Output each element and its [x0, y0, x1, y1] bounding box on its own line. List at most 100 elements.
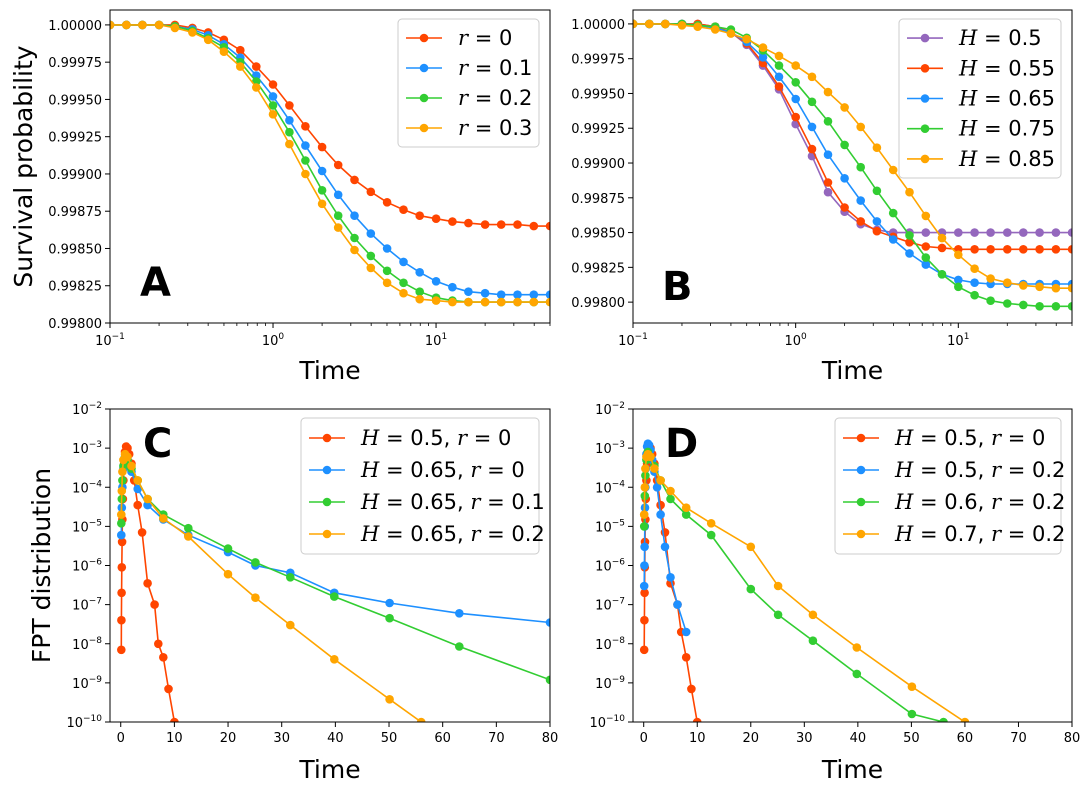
data-point: [480, 297, 490, 307]
data-point: [907, 682, 917, 691]
legend-marker: [856, 497, 866, 507]
y-tick-label: 0.99975: [571, 53, 625, 68]
data-point: [399, 205, 408, 214]
x-tick-label: 70: [488, 731, 505, 746]
data-point: [1019, 228, 1028, 237]
data-point: [856, 196, 865, 205]
legend-marker: [419, 123, 429, 133]
data-point: [921, 211, 931, 221]
y-tick-label: 1.00000: [571, 18, 625, 33]
y-tick-label: 10−5: [72, 518, 102, 535]
data-point: [333, 190, 343, 200]
data-point: [954, 282, 963, 292]
data-point: [639, 581, 649, 591]
y-tick-label: 10−10: [589, 714, 625, 731]
data-point: [117, 530, 126, 540]
y-axis-label: FPT distribution: [27, 468, 56, 663]
legend-label: H = 0.65, r = 0.1: [360, 490, 545, 514]
legend-frame: [397, 18, 540, 148]
legend-label: H = 0.65: [958, 87, 1055, 111]
x-tick-label: 10−1: [618, 332, 648, 349]
panel-letter: A: [140, 260, 171, 306]
data-point: [448, 282, 457, 292]
data-point: [203, 35, 213, 45]
legend-label: H = 0.5: [958, 26, 1042, 50]
data-point: [385, 613, 394, 623]
data-point: [1003, 228, 1012, 237]
data-point: [645, 19, 654, 29]
data-point: [921, 228, 931, 237]
y-tick-label: 10−8: [72, 636, 102, 653]
data-point: [710, 25, 720, 34]
data-point: [856, 217, 865, 226]
legend-marker: [920, 64, 930, 73]
data-point: [640, 561, 649, 570]
legend-marker: [920, 124, 930, 133]
legend-label: H = 0.65, r = 0.2: [360, 522, 545, 546]
data-point: [666, 573, 675, 582]
legend: H = 0.5, r = 0 H = 0.65, r = 0 H = 0.65, r…: [300, 417, 545, 555]
legend-frame: [834, 417, 1062, 555]
data-point: [1019, 300, 1028, 310]
data-point: [808, 636, 818, 645]
x-tick-label: 30: [796, 731, 813, 746]
data-point: [399, 257, 408, 267]
data-point: [164, 684, 173, 694]
data-point: [633, 19, 638, 29]
data-point: [513, 297, 522, 307]
data-point: [330, 592, 339, 601]
data-point: [681, 510, 691, 519]
x-tick-label: 0: [640, 731, 648, 746]
data-point: [464, 218, 473, 228]
legend-label: H = 0.6, r = 0.2: [894, 490, 1065, 514]
data-point: [1019, 281, 1028, 290]
data-point: [415, 287, 425, 297]
data-point: [188, 28, 197, 37]
data-point: [681, 503, 691, 512]
data-point: [117, 486, 127, 496]
data-point: [223, 569, 233, 579]
data-point: [656, 500, 665, 510]
data-point: [333, 211, 343, 220]
y-tick-label: 10−9: [595, 675, 625, 692]
y-tick-label: 10−8: [595, 636, 625, 653]
data-point: [907, 709, 917, 719]
y-tick-label: 1.00000: [48, 19, 102, 34]
data-point: [823, 150, 833, 159]
x-tick-label: 60: [434, 731, 451, 746]
data-point: [937, 233, 947, 243]
data-point: [301, 141, 310, 150]
data-point: [840, 140, 849, 150]
y-axis-label: Survival probability: [9, 45, 38, 287]
data-point: [791, 112, 800, 122]
data-point: [448, 217, 457, 226]
data-point: [236, 62, 245, 71]
data-point: [219, 47, 229, 56]
legend-label: r = 0: [458, 26, 512, 50]
legend-frame: [898, 18, 1062, 179]
data-point: [905, 187, 914, 197]
legend-marker: [856, 529, 866, 539]
data-point: [905, 238, 914, 247]
data-point: [496, 290, 506, 300]
data-point: [872, 186, 882, 196]
data-point: [513, 290, 522, 300]
x-axis-label: Time: [298, 755, 360, 784]
data-point: [666, 486, 675, 496]
data-point: [143, 494, 152, 504]
legend-label: H = 0.5, r = 0.2: [894, 458, 1065, 482]
data-point: [640, 615, 649, 625]
series-group: [117, 442, 550, 722]
data-point: [791, 61, 800, 70]
series-line: [110, 24, 550, 303]
data-point: [888, 235, 898, 244]
legend-label: H = 0.5, r = 0: [894, 426, 1045, 450]
data-point: [382, 266, 392, 276]
y-tick-label: 10−3: [595, 440, 625, 457]
data-point: [143, 579, 152, 588]
legend-label: H = 0.55: [958, 56, 1055, 80]
data-point: [268, 101, 278, 110]
data-point: [137, 528, 147, 537]
data-point: [545, 297, 550, 307]
data-point: [110, 20, 115, 30]
